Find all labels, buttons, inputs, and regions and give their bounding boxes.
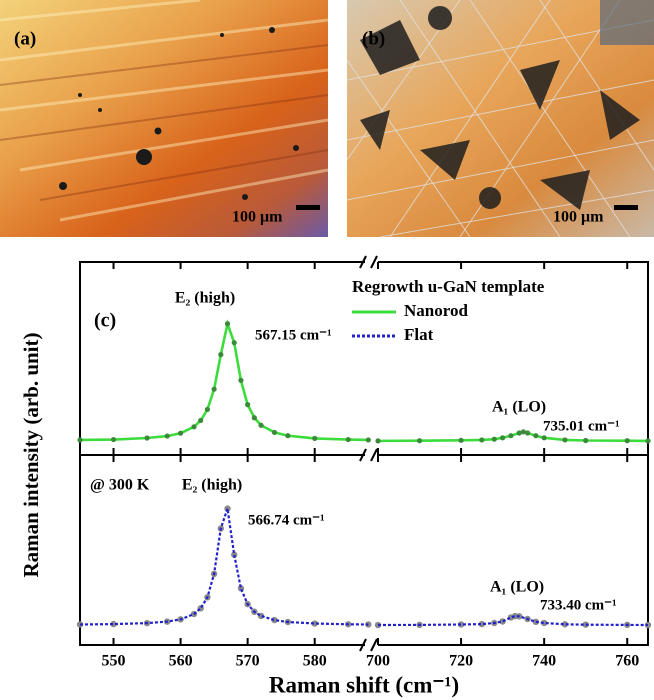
data-point [238,378,243,383]
data-point [625,438,630,443]
data-point [245,402,250,407]
x-tick-label: 700 [366,653,390,670]
data-point [198,418,203,423]
data-point [285,433,290,438]
data-point [346,437,351,442]
data-point [252,415,257,420]
peak-label: A₁ (LO) [492,399,546,416]
data-point [458,438,463,443]
data-point [178,431,183,436]
micrograph-b: (b) 100 μm [347,0,654,237]
x-tick-label: 550 [102,653,126,670]
panel-label: (b) [362,28,385,49]
data-point [508,433,513,438]
peak-shift: 566.74 cm⁻¹ [248,512,325,528]
legend-label: Flat [404,325,434,344]
x-tick-label: 570 [236,653,260,670]
peak-shift: 735.01 cm⁻¹ [543,418,620,434]
data-point [492,437,497,442]
micrograph-a: (a) 100 μm [0,0,328,237]
legend-title: Regrowth u-GaN template [352,277,545,296]
data-point [258,423,263,428]
x-tick-label: 720 [449,653,473,670]
data-point [645,438,650,443]
data-point [312,436,317,441]
data-point [542,435,547,440]
x-tick-label: 580 [303,653,327,670]
data-point [525,430,530,435]
data-point [225,321,230,326]
data-point [479,437,484,442]
data-point [562,437,567,442]
panel-label: (a) [14,28,36,49]
data-point [232,340,237,345]
x-tick-label: 760 [615,653,639,670]
x-tick-label: 740 [532,653,556,670]
legend-label: Nanorod [404,301,468,320]
y-axis-label: Raman intensity (arb. unit) [19,332,43,577]
data-point [272,430,277,435]
data-point [366,437,371,442]
data-point [375,438,380,443]
data-point [417,438,422,443]
x-axis-label: Raman shift (cm⁻¹) [269,672,459,697]
data-point [533,433,538,438]
data-point [205,407,210,412]
data-point [77,437,82,442]
peak-label: A₁ (LO) [490,579,544,596]
peak-shift: 733.40 cm⁻¹ [540,597,617,613]
data-point [218,352,223,357]
data-point [144,435,149,440]
peak-shift: 567.15 cm⁻¹ [255,327,332,343]
data-point [212,387,217,392]
scale-bar-label: 100 μm [232,209,283,226]
x-tick-label: 560 [169,653,193,670]
raman-chart: (c) Regrowth u-GaN template Raman intens… [19,255,651,697]
data-point [111,437,116,442]
condition-note: @ 300 K [90,477,150,494]
data-point [583,438,588,443]
figure: (a) 100 μm (b) 100 μm (c) Regrowth u-GaN… [0,0,654,700]
peak-label: E₂ (high) [182,477,242,494]
data-point [165,433,170,438]
data-point [191,424,196,429]
panel-label: (c) [94,310,116,332]
peak-label: E₂ (high) [175,290,235,307]
scale-bar-label: 100 μm [553,209,604,226]
data-point [500,435,505,440]
